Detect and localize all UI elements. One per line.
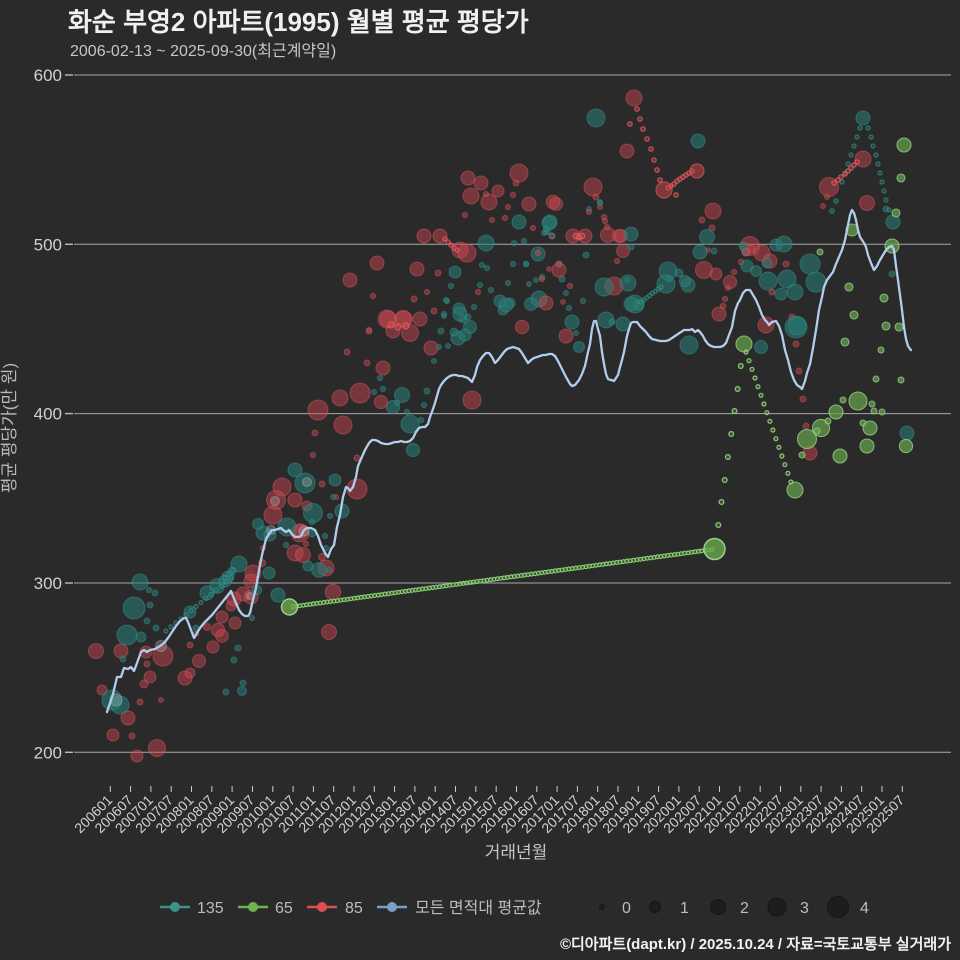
svg-text:모든 면적대 평균값: 모든 면적대 평균값 bbox=[415, 899, 542, 917]
svg-text:600: 600 bbox=[34, 66, 62, 85]
svg-text:135: 135 bbox=[197, 900, 224, 917]
svg-text:200: 200 bbox=[34, 743, 62, 762]
svg-text:화순 부영2 아파트(1995) 월별 평균 평당가: 화순 부영2 아파트(1995) 월별 평균 평당가 bbox=[68, 7, 529, 37]
svg-text:400: 400 bbox=[34, 405, 62, 424]
svg-text:0: 0 bbox=[622, 900, 631, 917]
svg-text:거래년월: 거래년월 bbox=[485, 843, 548, 862]
svg-text:평균 평당가(만 원): 평균 평당가(만 원) bbox=[0, 363, 19, 493]
svg-text:500: 500 bbox=[34, 235, 62, 254]
svg-text:1: 1 bbox=[680, 900, 689, 917]
svg-text:300: 300 bbox=[34, 574, 62, 593]
svg-text:4: 4 bbox=[860, 900, 869, 917]
svg-text:2006-02-13 ~ 2025-09-30(최근계약일): 2006-02-13 ~ 2025-09-30(최근계약일) bbox=[70, 42, 336, 60]
svg-text:©디아파트(dapt.kr) / 2025.10.24 /: ©디아파트(dapt.kr) / 2025.10.24 / 자료=국토교통부 실… bbox=[560, 936, 951, 953]
svg-text:85: 85 bbox=[345, 900, 363, 917]
svg-text:2: 2 bbox=[740, 900, 749, 917]
svg-text:65: 65 bbox=[275, 900, 293, 917]
svg-text:3: 3 bbox=[800, 900, 809, 917]
